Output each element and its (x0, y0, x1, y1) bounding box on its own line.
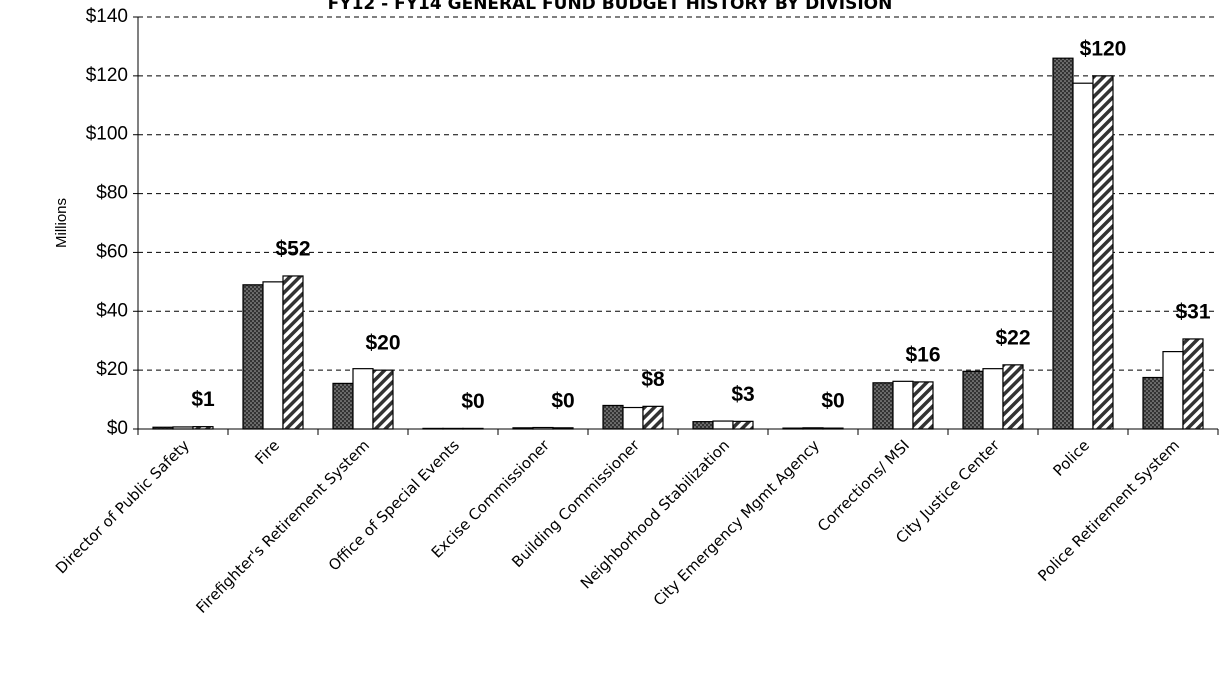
data-label: $120 (1080, 37, 1127, 60)
bar (1162, 351, 1184, 430)
bar (352, 368, 374, 430)
data-label: $52 (275, 238, 310, 261)
data-label: $3 (731, 383, 754, 406)
bar (1002, 364, 1024, 430)
y-tick-label: $60 (96, 241, 128, 262)
bar (282, 275, 304, 430)
data-label: $0 (551, 389, 574, 412)
bar (732, 420, 754, 430)
bar (912, 381, 934, 430)
data-label: $8 (641, 368, 665, 391)
x-tick-label: Firefighter's Retirement System (193, 436, 374, 617)
bar (1182, 338, 1204, 430)
bar (872, 382, 894, 430)
y-tick-label: $0 (107, 418, 128, 439)
bar (622, 406, 644, 430)
x-tick-label: Fire (251, 436, 283, 468)
y-axis-label: Millions (53, 198, 70, 248)
data-label: $16 (905, 343, 940, 366)
y-tick-label: $120 (86, 65, 128, 86)
chart-title: FY12 - FY14 GENERAL FUND BUDGET HISTORY … (328, 0, 893, 14)
bar (1072, 82, 1094, 430)
bar (1052, 57, 1074, 430)
y-tick-label: $100 (86, 124, 128, 145)
data-label: $0 (821, 390, 844, 413)
y-tick-label: $80 (96, 183, 128, 204)
y-tick-label: $20 (96, 359, 128, 380)
y-tick-label: $40 (96, 300, 128, 321)
bar (962, 370, 984, 430)
bar (602, 404, 624, 430)
data-label: $31 (1175, 300, 1210, 323)
data-label: $20 (365, 332, 400, 355)
x-tick-label: Corrections/ MSI (814, 436, 913, 535)
bar (1142, 376, 1164, 430)
bar (712, 420, 734, 430)
bar (1092, 75, 1114, 430)
x-tick-label: Police (1050, 436, 1093, 479)
x-tick-label: Director of Public Safety (52, 436, 193, 577)
bar (332, 382, 354, 430)
bar (242, 284, 264, 430)
bar (982, 368, 1004, 430)
bar (692, 421, 714, 430)
data-label: $1 (191, 388, 215, 411)
data-label: $22 (995, 326, 1030, 349)
bar (892, 380, 914, 430)
x-tick-label: Neighborhood Stabilization (577, 436, 733, 592)
x-tick-label: City Emergency Mgmt Agency (650, 436, 823, 609)
bar (262, 281, 284, 430)
bar (372, 369, 394, 430)
y-tick-label: $140 (86, 6, 128, 27)
data-label: $0 (461, 390, 484, 413)
bar (642, 405, 664, 430)
